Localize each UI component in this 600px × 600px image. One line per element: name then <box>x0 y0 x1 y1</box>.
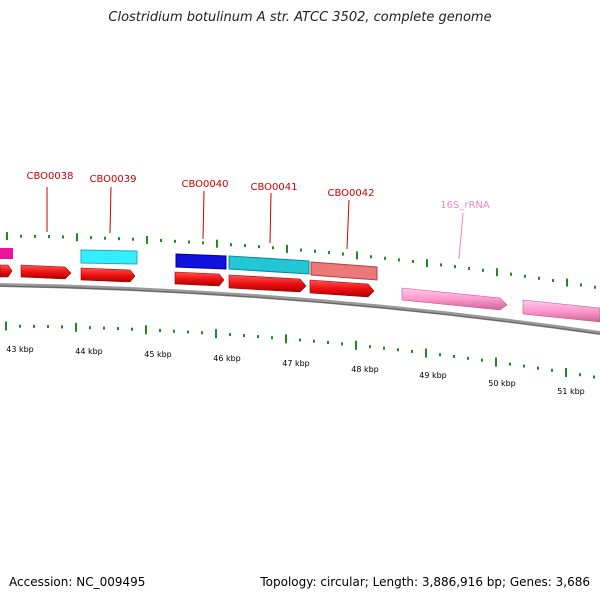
kbp-label: 45 kbp <box>144 350 172 359</box>
cds-row <box>0 264 375 298</box>
feature-magenta[interactable] <box>0 248 13 259</box>
accession-text: Accession: NC_009495 <box>9 575 146 589</box>
cds-arrow[interactable] <box>0 264 13 278</box>
kbp-label: 44 kbp <box>75 347 103 356</box>
label-leaders <box>46 186 464 260</box>
kbp-label: 50 kbp <box>488 379 516 388</box>
kbp-label: 48 kbp <box>351 365 379 374</box>
gene-label-16s-rrna[interactable]: 16S_rRNA <box>440 200 490 211</box>
cds-arrow[interactable] <box>174 271 225 287</box>
rrna-features <box>401 287 600 323</box>
feature-cyan-cbo0039[interactable] <box>80 249 138 265</box>
kbp-label: 46 kbp <box>213 354 241 363</box>
cds-arrow[interactable] <box>80 267 136 283</box>
lower-tick-row <box>5 321 595 379</box>
gene-label-cbo0039[interactable]: CBO0039 <box>90 174 137 185</box>
kbp-label: 49 kbp <box>419 371 447 380</box>
kbp-label: 43 kbp <box>6 345 34 354</box>
genome-backbone <box>0 283 600 335</box>
feature-teal-cbo0041[interactable] <box>228 255 310 275</box>
gene-label-cbo0042[interactable]: CBO0042 <box>328 188 375 199</box>
kbp-label: 51 kbp <box>557 387 585 396</box>
upper-tick-row <box>6 232 596 289</box>
cds-arrow[interactable] <box>20 264 72 280</box>
genome-title: Clostridium botulinum A str. ATCC 3502, … <box>108 10 492 25</box>
gene-label-cbo0038[interactable]: CBO0038 <box>27 171 74 182</box>
cds-arrow[interactable] <box>228 274 307 293</box>
upper-strand-features <box>0 248 378 281</box>
rrna-16s-arrow[interactable] <box>401 287 508 311</box>
feature-salmon-cbo0042[interactable] <box>310 261 378 281</box>
gene-label-cbo0040[interactable]: CBO0040 <box>182 179 229 190</box>
cds-arrow[interactable] <box>309 279 375 298</box>
feature-blue-cbo0040[interactable] <box>175 253 227 270</box>
gene-label-cbo0041[interactable]: CBO0041 <box>251 182 298 193</box>
gene-labels: CBO0038 CBO0039 CBO0040 CBO0041 CBO0042 … <box>27 171 490 211</box>
kbp-scale-labels: 43 kbp 44 kbp 45 kbp 46 kbp 47 kbp 48 kb… <box>6 345 585 396</box>
genome-summary-text: Topology: circular; Length: 3,886,916 bp… <box>260 575 590 589</box>
rrna-arrow[interactable] <box>522 299 600 323</box>
kbp-label: 47 kbp <box>282 359 310 368</box>
